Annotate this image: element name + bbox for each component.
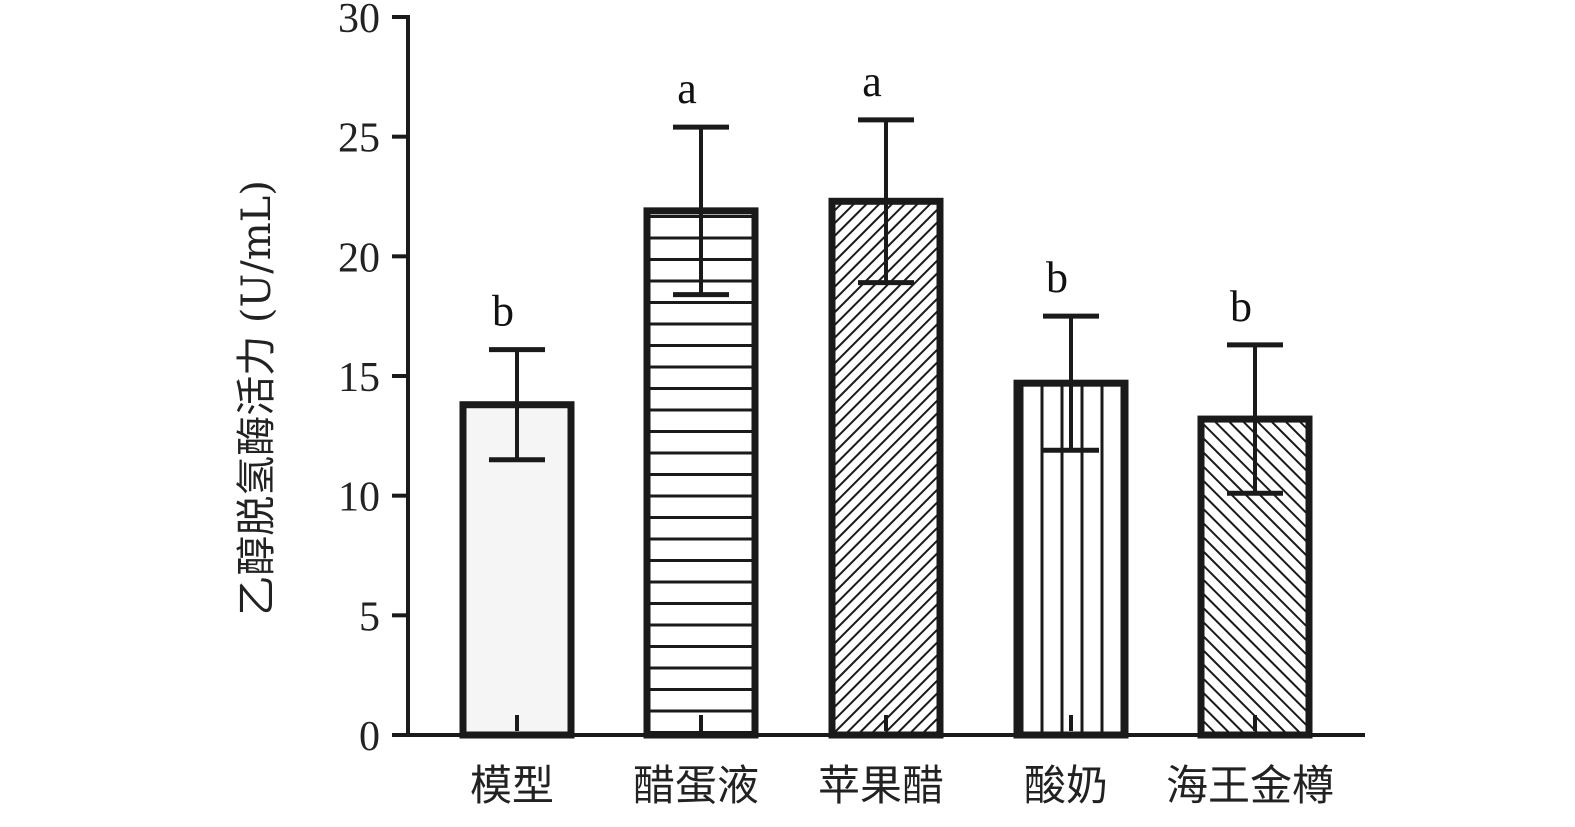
y-axis-label: 乙醇脱氢酶活力 (U/mL) <box>234 180 280 616</box>
significance-label: a <box>677 64 697 113</box>
x-tick-label: 酸奶 <box>1024 761 1108 810</box>
y-tick-label: 25 <box>338 116 380 162</box>
y-tick-label: 0 <box>359 714 380 760</box>
y-tick-label: 10 <box>338 475 380 521</box>
x-tick-label: 模型 <box>470 761 554 810</box>
x-tick-label: 醋蛋液 <box>633 761 759 810</box>
significance-label: b <box>1230 282 1252 331</box>
bar <box>828 197 944 739</box>
category-labels-group: 模型 醋蛋液 苹果醋 酸奶 海王金樽 <box>470 761 1334 810</box>
y-tick-label: 30 <box>338 0 380 42</box>
x-tick-label: 苹果醋 <box>818 761 944 810</box>
y-axis: 0 5 10 15 20 25 30 <box>338 0 410 760</box>
y-tick-label: 15 <box>338 355 380 401</box>
y-tick-label: 5 <box>359 594 380 640</box>
significance-label: a <box>862 57 882 106</box>
significance-label: b <box>492 287 514 336</box>
significance-label: b <box>1046 253 1068 302</box>
x-tick-label: 海王金樽 <box>1166 761 1334 810</box>
error-bars-group <box>489 117 1283 496</box>
y-tick-label: 20 <box>338 235 380 281</box>
significance-labels-group: b a a b b <box>492 57 1252 336</box>
